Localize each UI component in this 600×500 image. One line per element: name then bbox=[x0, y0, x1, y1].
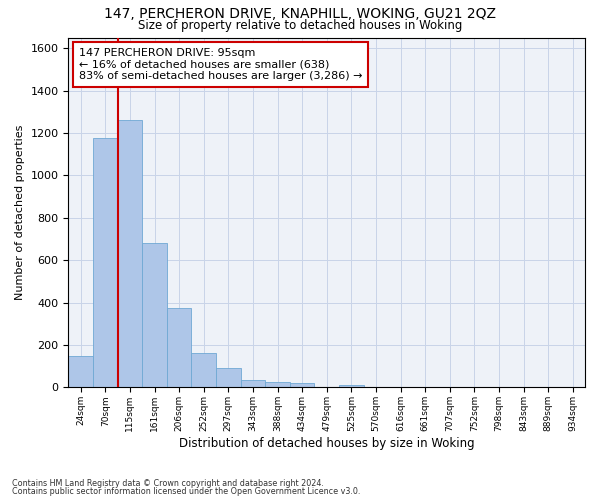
Bar bbox=[339, 385, 364, 388]
Bar bbox=[191, 354, 216, 388]
Bar bbox=[142, 243, 167, 388]
Bar bbox=[216, 368, 241, 388]
Bar bbox=[118, 120, 142, 388]
Text: Size of property relative to detached houses in Woking: Size of property relative to detached ho… bbox=[138, 18, 462, 32]
Bar bbox=[93, 138, 118, 388]
Y-axis label: Number of detached properties: Number of detached properties bbox=[15, 125, 25, 300]
Text: 147, PERCHERON DRIVE, KNAPHILL, WOKING, GU21 2QZ: 147, PERCHERON DRIVE, KNAPHILL, WOKING, … bbox=[104, 8, 496, 22]
Text: Contains HM Land Registry data © Crown copyright and database right 2024.: Contains HM Land Registry data © Crown c… bbox=[12, 478, 324, 488]
Bar bbox=[265, 382, 290, 388]
X-axis label: Distribution of detached houses by size in Woking: Distribution of detached houses by size … bbox=[179, 437, 475, 450]
Text: 147 PERCHERON DRIVE: 95sqm
← 16% of detached houses are smaller (638)
83% of sem: 147 PERCHERON DRIVE: 95sqm ← 16% of deta… bbox=[79, 48, 362, 81]
Bar bbox=[167, 308, 191, 388]
Bar bbox=[68, 356, 93, 388]
Bar bbox=[290, 383, 314, 388]
Bar bbox=[241, 380, 265, 388]
Text: Contains public sector information licensed under the Open Government Licence v3: Contains public sector information licen… bbox=[12, 487, 361, 496]
